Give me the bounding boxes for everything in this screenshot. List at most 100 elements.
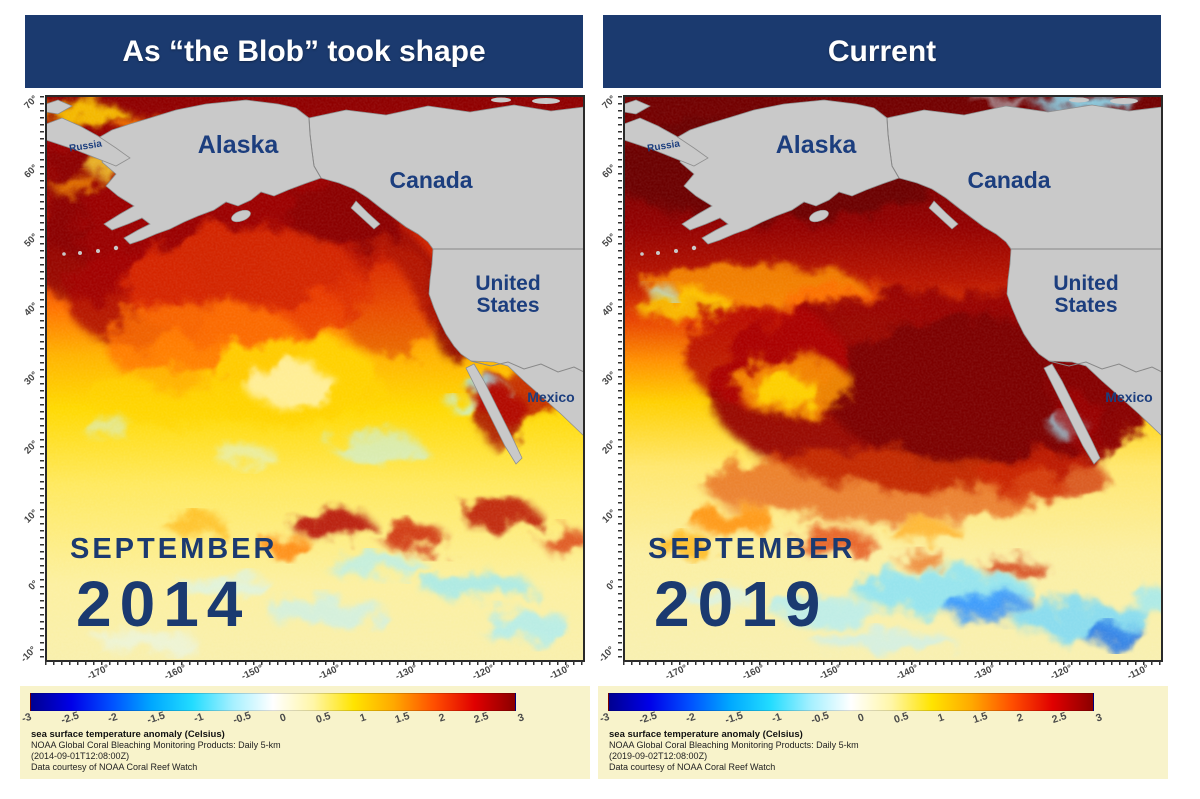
tick-label: 0: [278, 711, 289, 725]
colorbar-caption-courtesy: Data courtesy of NOAA Coral Reef Watch: [31, 762, 198, 772]
sst-map-2019: Russia Alaska Canada United States Mexic…: [623, 95, 1163, 662]
tick-label: 60°: [21, 162, 40, 181]
colorbar-caption-product: NOAA Global Coral Bleaching Monitoring P…: [31, 740, 281, 750]
tick-label: 1.5: [971, 710, 989, 726]
tick-label: -0.5: [231, 709, 253, 727]
label-united-states-2: States: [476, 294, 539, 317]
panel-title-2014: As “the Blob” took shape: [25, 15, 583, 88]
tick-label: 1: [357, 711, 368, 725]
sst-map-2019-svg: Russia Alaska Canada United States Mexic…: [624, 96, 1162, 661]
tick-label: -160°: [162, 662, 189, 683]
map-country-labels: Russia Alaska Canada United States Mexic…: [69, 131, 575, 405]
panel-title-2019: Current: [603, 15, 1161, 88]
colorbar-ticks: -3 -2.5 -2 -1.5 -1 -0.5 0 0.5 1 1.5 2 2.5 3: [598, 709, 1104, 727]
tick-label: 60°: [599, 162, 618, 181]
tick-label: 2.5: [1050, 710, 1069, 726]
tick-label: -140°: [894, 662, 920, 683]
latitude-tick-marks: [618, 96, 622, 660]
colorbar-caption-courtesy: Data courtesy of NOAA Coral Reef Watch: [609, 762, 776, 772]
tick-label: -2.5: [59, 709, 81, 727]
label-russia: Russia: [647, 138, 682, 154]
tick-label: -0.5: [809, 709, 831, 727]
label-canada: Canada: [967, 167, 1050, 193]
colorbar-panel-2019: -3 -2.5 -2 -1.5 -1 -0.5 0 0.5 1 1.5 2 2.5 3 sea surf…: [598, 686, 1168, 779]
longitude-tick-marks: [45, 661, 583, 665]
colorbar-ticks: -3 -2.5 -2 -1.5 -1 -0.5 0 0.5 1 1.5 2 2.5 3: [20, 709, 526, 727]
label-russia: Russia: [69, 138, 104, 154]
tick-label: 50°: [21, 231, 40, 250]
tick-label: 0.5: [892, 710, 910, 726]
panel-title-text: Current: [827, 34, 937, 68]
tick-label: -1.5: [145, 709, 167, 727]
label-united-states-2: States: [1054, 294, 1117, 317]
map-date-year: 2019: [654, 568, 828, 640]
tick-label: -160°: [740, 662, 767, 683]
tick-label: 3: [516, 711, 526, 725]
tick-label: 0.5: [314, 710, 332, 726]
label-canada: Canada: [389, 167, 472, 193]
panel-2019: Current 70° 60° 50° 40° 30° 20° 10° 0° -10°: [596, 0, 1178, 799]
colorbar-caption-timestamp: (2014-09-01T12:08:00Z): [31, 751, 130, 761]
tick-label: -10°: [597, 644, 618, 665]
map-country-labels: Russia Alaska Canada United States Mexic…: [647, 131, 1153, 405]
colorbar-panel-2014: -3 -2.5 -2 -1.5 -1 -0.5 0 0.5 1 1.5 2 2.5 3 sea surf…: [20, 686, 590, 779]
sst-colorbar: [608, 693, 1094, 711]
tick-label: 20°: [21, 438, 40, 457]
label-united-states-1: United: [1053, 272, 1118, 295]
map-date-2014: SEPTEMBER 2014: [70, 533, 277, 640]
tick-label: 0°: [26, 578, 41, 593]
label-alaska: Alaska: [776, 131, 858, 159]
tick-label: 2: [437, 711, 447, 725]
tick-label: 1.5: [393, 710, 411, 726]
tick-label: -110°: [547, 662, 573, 683]
sst-colorbar: [30, 693, 516, 711]
tick-label: 20°: [599, 438, 618, 457]
latitude-tick-marks: [40, 96, 44, 660]
tick-label: -3: [598, 710, 611, 726]
tick-label: 30°: [21, 369, 40, 388]
panel-2014: As “the Blob” took shape 70° 60° 50° 40° 30°…: [18, 0, 600, 799]
longitude-axis: -170° -160° -150° -140° -130° -120° -110°: [45, 663, 583, 683]
colorbar-caption-timestamp: (2019-09-02T12:08:00Z): [609, 751, 708, 761]
tick-label: 70°: [21, 93, 40, 112]
tick-label: -120°: [470, 662, 496, 683]
longitude-axis: -170° -160° -150° -140° -130° -120° -110°: [623, 663, 1161, 683]
sst-map-2014-svg: Russia Alaska Canada United States Mexic…: [46, 96, 584, 661]
label-alaska: Alaska: [198, 131, 280, 159]
tick-label: 2.5: [472, 710, 491, 726]
tick-label: 0°: [604, 578, 619, 593]
tick-label: -3: [20, 710, 33, 726]
tick-label: -140°: [316, 662, 342, 683]
tick-label: -150°: [817, 662, 843, 683]
tick-label: -130°: [971, 662, 997, 683]
tick-label: 3: [1094, 711, 1104, 725]
colorbar-caption-product: NOAA Global Coral Bleaching Monitoring P…: [609, 740, 859, 750]
tick-label: -150°: [239, 662, 265, 683]
panel-title-text: As “the Blob” took shape: [122, 34, 486, 68]
label-mexico: Mexico: [1105, 389, 1152, 405]
tick-label: 10°: [21, 507, 40, 526]
tick-label: -1: [770, 710, 784, 726]
tick-label: -130°: [393, 662, 419, 683]
map-date-month: SEPTEMBER: [648, 533, 855, 565]
latitude-axis: 70° 60° 50° 40° 30° 20° 10° 0° -10°: [596, 93, 619, 665]
map-date-month: SEPTEMBER: [70, 533, 277, 565]
latitude-axis: 70° 60° 50° 40° 30° 20° 10° 0° -10°: [18, 93, 41, 665]
map-date-year: 2014: [76, 568, 250, 640]
tick-label: 10°: [599, 507, 618, 526]
map-date-2019: SEPTEMBER 2019: [648, 533, 855, 640]
tick-label: -120°: [1048, 662, 1074, 683]
tick-label: -170°: [85, 662, 112, 683]
tick-label: -2.5: [637, 709, 659, 727]
tick-label: -170°: [663, 662, 690, 683]
tick-label: 50°: [599, 231, 618, 250]
tick-label: -1: [192, 710, 206, 726]
sst-map-2014: Russia Alaska Canada United States Mexic…: [45, 95, 585, 662]
tick-label: -10°: [19, 644, 40, 665]
tick-label: 70°: [599, 93, 618, 112]
label-mexico: Mexico: [527, 389, 574, 405]
longitude-tick-marks: [623, 661, 1161, 665]
tick-label: -2: [106, 710, 120, 726]
tick-label: -2: [684, 710, 698, 726]
